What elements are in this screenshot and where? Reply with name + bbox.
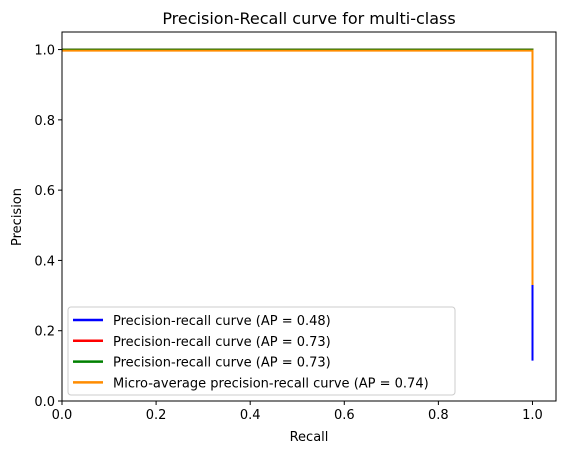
legend-label-2: Precision-recall curve (AP = 0.73) (113, 356, 331, 371)
y-tick-label: 0.0 (34, 395, 55, 410)
x-tick-label: 0.4 (240, 408, 261, 423)
y-axis-label: Precision (10, 188, 25, 246)
y-ticks: 0.0 0.2 0.4 0.6 0.8 1.0 (34, 44, 62, 410)
legend: Precision-recall curve (AP = 0.48) Precis… (67, 306, 456, 396)
x-axis-label: Recall (290, 430, 329, 445)
legend-box (67, 306, 456, 396)
chart-title: Precision-Recall curve for multi-class (162, 9, 455, 28)
series-line-3 (62, 49, 534, 285)
y-tick-label: 0.6 (34, 184, 55, 199)
y-tick-label: 0.8 (34, 114, 55, 129)
x-tick-label: 0.6 (334, 408, 355, 423)
series-layer (62, 48, 534, 361)
y-tick-label: 0.2 (34, 325, 55, 340)
x-ticks: 0.0 0.2 0.4 0.6 0.8 1.0 (52, 401, 543, 423)
legend-label-1: Precision-recall curve (AP = 0.73) (113, 335, 331, 350)
x-tick-label: 0.8 (428, 408, 449, 423)
plot-frame (61, 31, 557, 402)
y-tick-label: 1.0 (34, 44, 55, 59)
legend-items: Precision-recall curve (AP = 0.48) Precis… (73, 314, 429, 391)
x-tick-label: 1.0 (522, 408, 543, 423)
x-tick-label: 0.0 (52, 408, 73, 423)
legend-label-3: Micro-average precision-recall curve (AP… (113, 376, 429, 391)
x-tick-label: 0.2 (146, 408, 167, 423)
legend-label-0: Precision-recall curve (AP = 0.48) (113, 314, 331, 329)
y-tick-label: 0.4 (34, 254, 55, 269)
